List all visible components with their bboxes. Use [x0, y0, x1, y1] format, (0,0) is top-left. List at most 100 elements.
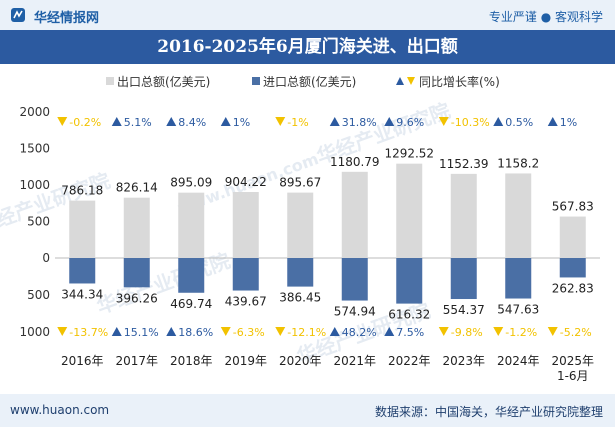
import-bar	[505, 258, 532, 299]
import-growth-down-icon	[275, 327, 286, 336]
legend-label-growth: 同比增长率(%)	[419, 74, 500, 89]
legend-label-export: 出口总额(亿美元)	[117, 74, 210, 89]
chart-title: 2016-2025年6月厦门海关进、出口额	[157, 37, 458, 57]
x-tick-label: 2024年	[497, 354, 540, 368]
source-note: 数据来源：中国海关，华经产业研究院整理	[374, 405, 603, 419]
brand-name: 华经情报网	[34, 11, 100, 26]
export-bar	[178, 192, 205, 258]
import-growth-up-icon	[384, 327, 395, 336]
export-bar	[396, 163, 423, 258]
import-bar	[559, 258, 586, 278]
import-growth-label: -9.8%	[451, 326, 483, 339]
import-value-label: 262.83	[552, 281, 594, 295]
import-growth-label: -6.3%	[233, 326, 265, 339]
legend-triangle-down-icon	[407, 77, 415, 85]
export-bar	[69, 200, 96, 258]
export-bar	[559, 216, 586, 258]
export-growth-label: 31.8%	[342, 116, 377, 129]
import-growth-label: 15.1%	[124, 326, 159, 339]
export-growth-label: 5.1%	[124, 116, 152, 129]
legend-triangle-up-icon	[396, 77, 404, 85]
y-tick-label: 1000	[19, 178, 50, 192]
y-tick-label: 1500	[19, 142, 50, 156]
import-value-label: 469.74	[170, 297, 212, 311]
import-growth-up-icon	[329, 327, 340, 336]
import-bar	[287, 258, 314, 287]
bottom-bar: www.huaon.com 数据来源：中国海关，华经产业研究院整理	[0, 394, 615, 427]
export-growth-up-icon	[220, 117, 231, 126]
import-growth-down-icon	[57, 327, 68, 336]
x-tick-label: 2018年	[170, 354, 213, 368]
export-growth-label: 9.6%	[396, 116, 424, 129]
legend-label-import: 进口总额(亿美元)	[263, 74, 356, 89]
import-bar	[69, 258, 96, 284]
labels-layer: 786.18 344.34 -0.2% -13.7% 826.14 396.26 5.1% 1…	[57, 116, 594, 339]
import-growth-down-icon	[547, 327, 558, 336]
export-bar	[505, 173, 532, 258]
export-value-label: 895.09	[170, 176, 212, 190]
x-tick-label: 2019年	[224, 354, 267, 368]
import-value-label: 386.45	[279, 291, 321, 305]
import-growth-up-icon	[166, 327, 177, 336]
y-tick-label: 2000	[19, 105, 50, 119]
x-tick-label: 2022年	[388, 354, 431, 368]
bars-layer	[69, 163, 586, 304]
import-bar	[341, 258, 368, 301]
import-growth-label: 7.5%	[396, 326, 424, 339]
export-value-label: 895.67	[279, 176, 321, 190]
import-bar	[178, 258, 205, 293]
watermark-text: 华经产业研究院	[0, 168, 113, 238]
import-value-label: 547.63	[497, 303, 539, 317]
import-growth-down-icon	[438, 327, 449, 336]
export-growth-label: -0.2%	[69, 116, 101, 129]
x-tick-label: 2025年	[551, 354, 594, 368]
import-growth-label: 48.2%	[342, 326, 377, 339]
x-tick-label: 2020年	[279, 354, 322, 368]
chart-legend: 出口总额(亿美元) 进口总额(亿美元) 同比增长率(%)	[106, 74, 500, 89]
import-bar	[396, 258, 423, 304]
import-growth-down-icon	[493, 327, 504, 336]
import-value-label: 616.32	[388, 308, 430, 322]
export-growth-label: 8.4%	[178, 116, 206, 129]
export-bar	[341, 171, 368, 258]
x-tick-label: 2016年	[61, 354, 104, 368]
import-value-label: 554.37	[443, 303, 485, 317]
top-bar: 华经情报网 专业严谨 ● 客观科学	[0, 0, 615, 30]
site-url: www.huaon.com	[10, 403, 110, 417]
title-bar: 2016-2025年6月厦门海关进、出口额	[0, 30, 615, 64]
huajing-logo-icon	[11, 8, 25, 22]
import-value-label: 344.34	[61, 287, 103, 301]
watermark-text: 华经产业研究院	[94, 248, 234, 318]
import-growth-down-icon	[220, 327, 231, 336]
export-growth-down-icon	[57, 117, 68, 126]
export-bar	[232, 191, 259, 258]
export-value-label: 904.22	[225, 175, 267, 189]
export-value-label: 1180.79	[330, 155, 380, 169]
export-growth-down-icon	[438, 117, 449, 126]
import-value-label: 439.67	[225, 295, 267, 309]
export-growth-label: -10.3%	[451, 116, 490, 129]
export-bar	[450, 173, 477, 258]
export-growth-up-icon	[166, 117, 177, 126]
import-bar	[450, 258, 477, 300]
export-growth-label: 1%	[560, 116, 577, 129]
import-growth-label: 18.6%	[178, 326, 213, 339]
export-growth-up-icon	[547, 117, 558, 126]
tagline: 专业严谨 ● 客观科学	[488, 10, 603, 24]
export-growth-label: 0.5%	[505, 116, 533, 129]
export-value-label: 826.14	[116, 181, 158, 195]
export-growth-label: 1%	[233, 116, 250, 129]
import-value-label: 396.26	[116, 291, 158, 305]
export-bar	[287, 192, 314, 258]
legend-swatch-export	[106, 77, 114, 85]
import-bar	[232, 258, 259, 291]
export-value-label: 1152.39	[439, 157, 489, 171]
export-growth-up-icon	[493, 117, 504, 126]
export-value-label: 1292.52	[384, 147, 434, 161]
export-value-label: 567.83	[552, 200, 594, 214]
import-growth-label: -1.2%	[505, 326, 537, 339]
bar-chart: 华经产业研究院华经产业研究院www.huaon.com华经产业研究院华经产业研究…	[0, 74, 600, 383]
export-growth-up-icon	[384, 117, 395, 126]
import-value-label: 574.94	[334, 305, 376, 319]
